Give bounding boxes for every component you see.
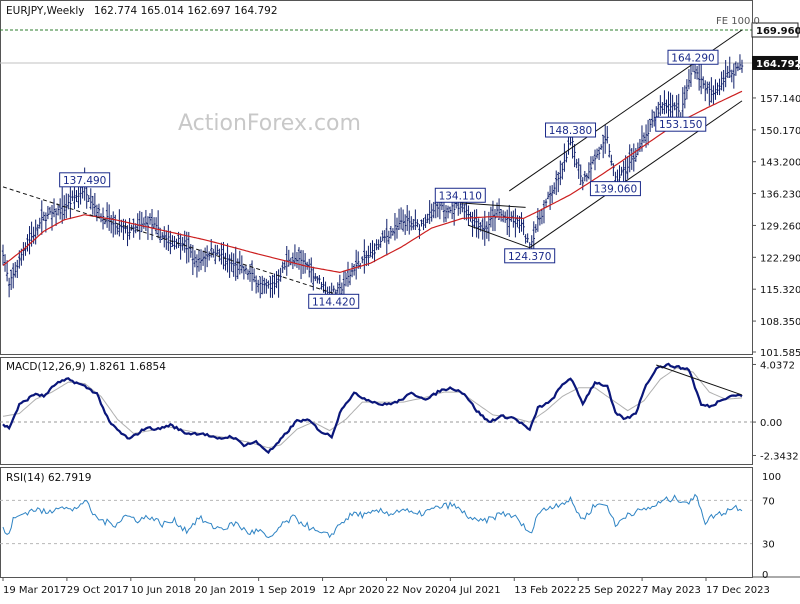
price-annotation-label: 164.290: [671, 52, 714, 64]
price-y-tick-label: 157.140: [760, 94, 800, 105]
x-axis-label: 4 Jul 2021: [450, 585, 500, 596]
price-annotation-label: 148.380: [549, 125, 592, 137]
macd-y-tick-label: 0.00: [760, 418, 782, 429]
price-y-tick-label: 101.585: [760, 348, 800, 359]
price-annotation-box: [655, 116, 707, 132]
x-axis-label: 17 Dec 2023: [706, 585, 770, 596]
price-y-tick-label: 115.320: [760, 285, 800, 296]
rsi-title: RSI(14) 62.7919: [6, 472, 91, 484]
price-annotation-box: [545, 122, 597, 138]
last-price-tag: [752, 55, 798, 70]
price-annotation-box: [59, 172, 111, 188]
price-y-tick-label: 150.170: [760, 126, 800, 137]
x-axis-label: 10 Jun 2018: [131, 585, 191, 596]
price-y-tick-label: 122.290: [760, 253, 800, 264]
macd-title: MACD(12,26,9) 1.8261 1.6854: [6, 361, 166, 373]
macd-panel: [0, 357, 753, 465]
price-annotation-box: [589, 181, 641, 197]
fe-level-tag: [751, 22, 799, 38]
axis-labels: 164.110157.140150.170143.200136.230129.2…: [2, 22, 800, 596]
moving-average-line: [2, 90, 743, 274]
x-axis-label: 1 Sep 2019: [259, 585, 316, 596]
macd-series: [2, 362, 743, 455]
price-y-tick-label: 108.350: [760, 317, 800, 328]
last-price-tag-text: 164.792: [756, 59, 800, 70]
price-annotation-label: 114.420: [312, 296, 355, 308]
x-axis-label: 20 Jan 2019: [195, 585, 255, 596]
price-title: EURJPY,Weekly 162.774 165.014 162.697 16…: [6, 5, 278, 17]
rsi-y-tick-label: 100: [762, 472, 781, 483]
rsi-y-tick-label: 0: [762, 570, 768, 581]
price-annotation-box: [504, 248, 556, 264]
rsi-y-tick-label: 30: [762, 540, 775, 551]
x-axis-label: 13 Feb 2022: [514, 585, 576, 596]
price-annotation-label: 134.110: [439, 190, 482, 202]
macd-trendline: [656, 364, 743, 396]
price-annotation-box: [667, 49, 719, 65]
price-annotation-box: [434, 187, 486, 203]
watermark: ActionForex.com: [178, 111, 361, 136]
macd-y-tick-label: -2.3432: [760, 451, 799, 462]
price-panel: [0, 0, 753, 355]
price-annotation-label: 124.370: [508, 251, 551, 263]
macd-line: [2, 362, 743, 455]
price-annotation-label: 153.150: [659, 119, 702, 131]
grid-layer: [0, 29, 752, 545]
triangle-lower: [468, 224, 530, 249]
macd-y-tick-label: 4.0372: [760, 360, 795, 371]
rsi-line: [2, 493, 743, 539]
annotation-labels: 137.490 114.420 134.110 124.370 148.380 139.0…: [59, 49, 719, 309]
rsi-y-tick-label: 70: [762, 496, 775, 507]
fe-label: FE 100.0: [716, 16, 760, 27]
down-trendline: [2, 186, 334, 294]
channel-lower: [529, 100, 743, 249]
x-axis-label: 22 Nov 2020: [386, 585, 450, 596]
x-axis-label: 7 May 2023: [642, 585, 701, 596]
price-annotation-label: 137.490: [63, 175, 106, 187]
price-annotation-box: [308, 293, 360, 309]
x-axis-label: 29 Oct 2017: [67, 585, 129, 596]
rsi-panel: [0, 467, 753, 578]
price-annotation-label: 139.060: [594, 184, 637, 196]
fe-level-tag-text: 169.960: [756, 26, 800, 37]
x-axis-label: 19 Mar 2017: [3, 585, 66, 596]
x-axis-label: 12 Apr 2020: [323, 585, 385, 596]
price-y-tick-label: 143.200: [760, 158, 800, 169]
x-axis-label: 25 Sep 2022: [578, 585, 641, 596]
price-y-tick-label: 129.260: [760, 221, 800, 232]
triangle-upper: [460, 202, 526, 208]
price-y-tick-label: 136.230: [760, 190, 800, 201]
rsi-series: [2, 493, 743, 539]
